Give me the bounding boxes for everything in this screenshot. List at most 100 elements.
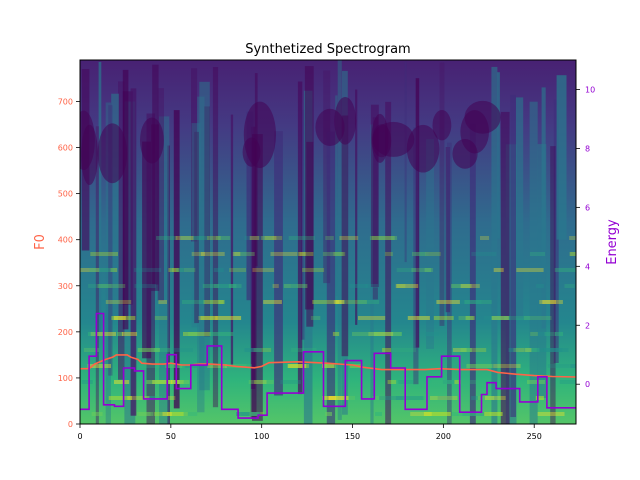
spectrogram-band bbox=[439, 62, 445, 326]
spectrogram-band bbox=[108, 105, 113, 376]
spectrogram-harmonic bbox=[172, 348, 193, 352]
spectrogram-harmonic bbox=[368, 332, 394, 336]
spectrogram-harmonic bbox=[516, 268, 544, 272]
spectrogram-band bbox=[159, 116, 170, 424]
spectrogram-harmonic bbox=[172, 380, 190, 384]
spectrogram-harmonic bbox=[535, 396, 544, 400]
spectrogram-dark-region bbox=[452, 139, 478, 169]
spectrogram-harmonic bbox=[437, 396, 453, 400]
spectrogram-harmonic bbox=[110, 300, 121, 304]
spectrogram-harmonic bbox=[523, 316, 552, 320]
spectrogram-harmonic bbox=[436, 300, 460, 304]
spectrogram-harmonic bbox=[198, 316, 215, 320]
spectrogram-harmonic bbox=[200, 316, 218, 320]
spectrogram-harmonic bbox=[515, 348, 532, 352]
spectrogram-harmonic bbox=[513, 348, 525, 352]
spectrogram-band bbox=[553, 99, 559, 364]
spectrogram-band bbox=[326, 131, 336, 424]
spectrogram-harmonic bbox=[527, 380, 546, 384]
spectrogram-harmonic bbox=[493, 268, 504, 272]
spectrogram-harmonic bbox=[537, 412, 565, 416]
spectrogram-harmonic bbox=[543, 348, 569, 352]
spectrogram-dark-region bbox=[80, 110, 95, 170]
spectrogram-harmonic bbox=[253, 348, 272, 352]
spectrogram-harmonic bbox=[297, 252, 314, 256]
spectrogram-harmonic bbox=[433, 316, 454, 320]
spectrogram-harmonic bbox=[547, 364, 570, 368]
spectrogram-harmonic bbox=[458, 316, 474, 320]
spectrogram-harmonic bbox=[154, 316, 168, 320]
spectrogram-harmonic bbox=[452, 412, 477, 416]
spectrogram-harmonic bbox=[458, 380, 483, 384]
spectrogram-harmonic bbox=[374, 332, 402, 336]
spectrogram-harmonic bbox=[391, 348, 416, 352]
spectrogram-harmonic bbox=[87, 332, 98, 336]
spectrogram-band bbox=[142, 141, 152, 359]
spectrogram-band bbox=[301, 109, 306, 340]
spectrogram-band bbox=[95, 126, 99, 424]
spectrogram-harmonic bbox=[490, 316, 510, 320]
spectrogram-band bbox=[98, 61, 102, 334]
y-left-tick-label: 0 bbox=[68, 420, 73, 429]
spectrogram-band bbox=[426, 139, 434, 349]
spectrogram-harmonic bbox=[105, 300, 132, 304]
spectrogram-band bbox=[335, 95, 338, 297]
spectrogram-harmonic bbox=[518, 348, 540, 352]
spectrogram-harmonic bbox=[332, 332, 340, 336]
spectrogram-harmonic bbox=[379, 396, 404, 400]
spectrogram-band bbox=[152, 64, 159, 285]
series-layer bbox=[80, 312, 576, 419]
spectrogram-harmonic bbox=[477, 396, 495, 400]
spectrogram-harmonic bbox=[555, 332, 563, 336]
spectrogram-harmonic bbox=[261, 236, 277, 240]
spectrogram bbox=[80, 60, 576, 424]
spectrogram-harmonic bbox=[137, 348, 160, 352]
spectrogram-harmonic bbox=[451, 284, 472, 288]
spectrogram-harmonic bbox=[325, 412, 332, 416]
spectrogram-dark-region bbox=[140, 117, 164, 164]
spectrogram-band bbox=[550, 146, 556, 424]
spectrogram-harmonic bbox=[97, 284, 126, 288]
spectrogram-harmonic bbox=[465, 316, 475, 320]
spectrogram-harmonic bbox=[430, 396, 458, 400]
spectrogram-harmonic bbox=[480, 236, 490, 240]
spectrogram-harmonic bbox=[491, 316, 509, 320]
x-tick-label: 0 bbox=[77, 432, 82, 441]
spectrogram-harmonic bbox=[207, 236, 221, 240]
x-tick-label: 150 bbox=[345, 432, 360, 441]
spectrogram-harmonic bbox=[343, 396, 355, 400]
spectrogram-harmonic bbox=[263, 300, 282, 304]
spectrogram-harmonic bbox=[229, 268, 246, 272]
spectrogram-harmonic bbox=[218, 300, 225, 304]
x-tick-label: 200 bbox=[436, 432, 451, 441]
spectrogram-harmonic bbox=[290, 284, 298, 288]
spectrogram-harmonic bbox=[372, 396, 386, 400]
spectrogram-harmonic bbox=[416, 316, 429, 320]
spectrogram-harmonic bbox=[369, 236, 398, 240]
spectrogram-harmonic bbox=[322, 252, 344, 256]
spectrogram-harmonic bbox=[322, 364, 335, 368]
spectrogram-harmonic bbox=[483, 316, 510, 320]
spectrogram-harmonic bbox=[287, 364, 307, 368]
spectrogram-harmonic bbox=[90, 252, 118, 256]
y-left-axis-ticks: 0 100 200 300 400 500 600 700 bbox=[58, 97, 80, 429]
spectrogram-harmonic bbox=[299, 252, 306, 256]
spectrogram-harmonic bbox=[156, 236, 178, 240]
spectrogram-harmonic bbox=[425, 332, 439, 336]
spectrogram-harmonic bbox=[460, 300, 482, 304]
spectrogram-band bbox=[274, 131, 283, 396]
spectrogram-band bbox=[404, 61, 407, 263]
x-tick-label: 100 bbox=[254, 432, 269, 441]
spectrogram-harmonic bbox=[209, 332, 234, 336]
y-right-tick-label: 0 bbox=[585, 380, 590, 389]
spectrogram-band bbox=[146, 113, 155, 424]
spectrogram-band bbox=[252, 134, 263, 421]
spectrogram-band bbox=[157, 88, 164, 301]
spectrogram-band bbox=[167, 145, 170, 424]
spectrogram-harmonic bbox=[270, 252, 297, 256]
spectrogram-harmonic bbox=[203, 300, 224, 304]
spectrogram-harmonic bbox=[371, 236, 395, 240]
y-right-tick-label: 4 bbox=[585, 262, 590, 271]
y-right-tick-label: 10 bbox=[585, 85, 595, 94]
spectrogram-band bbox=[385, 101, 392, 424]
